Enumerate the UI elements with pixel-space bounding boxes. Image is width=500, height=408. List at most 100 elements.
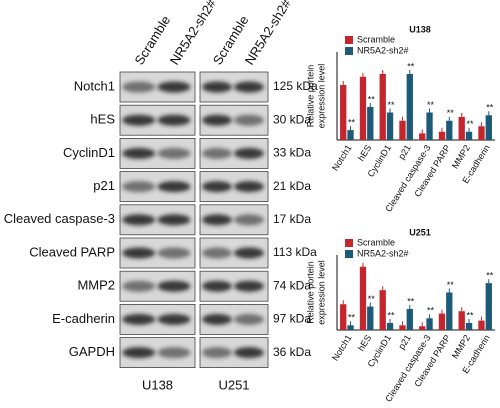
blot-band — [234, 280, 264, 292]
x-tick-label: Notch1 — [330, 143, 354, 172]
bar — [367, 306, 374, 330]
bar — [359, 266, 367, 330]
blot-band — [202, 81, 232, 93]
significance: ** — [486, 271, 494, 281]
cell-line-label: U138 — [142, 377, 173, 392]
blot-band — [122, 214, 156, 226]
blot-band — [122, 81, 156, 93]
blot-band — [234, 147, 264, 159]
size-label: 36 kDa — [273, 345, 311, 359]
legend-swatch — [345, 47, 353, 55]
bar — [406, 308, 413, 330]
column-header: NR5A2-sh2# — [242, 0, 295, 67]
row-label: E-cadherin — [52, 311, 115, 326]
bar — [458, 311, 465, 330]
significance: ** — [427, 306, 435, 316]
blot-band — [202, 313, 232, 325]
blot-band — [234, 214, 264, 226]
blot-band — [157, 81, 191, 93]
legend-label: NR5A2-sh2# — [357, 248, 409, 258]
blot-band — [157, 181, 191, 193]
size-label: 74 kDa — [273, 278, 311, 292]
legend-label: Scramble — [357, 34, 395, 44]
bar — [386, 322, 394, 330]
bar — [399, 325, 406, 330]
significance: ** — [407, 61, 415, 71]
bar — [399, 120, 406, 140]
size-label: 21 kDa — [273, 179, 311, 193]
significance: ** — [388, 310, 396, 320]
x-tick-label: p21 — [396, 333, 412, 351]
significance: ** — [467, 119, 475, 129]
bar — [426, 112, 433, 140]
bar — [458, 116, 465, 140]
bar — [359, 76, 367, 140]
size-label: 33 kDa — [273, 146, 311, 160]
significance: ** — [427, 100, 435, 110]
significance: ** — [368, 294, 376, 304]
significance: ** — [348, 313, 356, 323]
bar-chart: U251 Relative portein expression level Scra… — [305, 227, 495, 404]
bar — [386, 112, 394, 140]
blot-band — [202, 347, 232, 359]
chart-title: U251 — [409, 227, 431, 237]
bar — [478, 126, 485, 140]
significance: ** — [486, 103, 494, 113]
blot-band — [122, 147, 156, 159]
row-label: Notch1 — [74, 78, 115, 93]
size-label: 125 kDa — [273, 79, 318, 93]
bar — [419, 326, 426, 330]
bar — [347, 130, 354, 140]
blot-band — [157, 114, 191, 126]
y-axis-label: expression level — [316, 64, 326, 129]
bar — [426, 318, 433, 330]
legend-swatch — [345, 36, 353, 44]
bar — [340, 304, 347, 330]
bar — [485, 283, 492, 330]
size-label: 17 kDa — [273, 212, 311, 226]
blot-band — [122, 280, 156, 292]
row-label: Cleaved PARP — [29, 244, 115, 259]
bar-chart: U138 Relative portein expression level Scra… — [305, 24, 495, 214]
blot-band — [234, 181, 264, 193]
bar — [438, 131, 446, 140]
bar — [485, 115, 492, 140]
blot-band — [234, 247, 264, 259]
row-label: Cleaved caspase-3 — [4, 211, 115, 226]
bar — [406, 74, 413, 140]
y-axis-label: expression level — [316, 260, 326, 325]
significance: ** — [467, 310, 475, 320]
blot-band — [202, 147, 232, 159]
blot-band — [234, 347, 264, 359]
bar — [367, 107, 374, 140]
x-tick-label: p21 — [396, 143, 412, 161]
significance: ** — [388, 100, 396, 110]
row-label: p21 — [93, 178, 115, 193]
bar — [379, 290, 386, 330]
bar — [379, 74, 386, 140]
blot-band — [234, 114, 264, 126]
chart-title: U138 — [409, 24, 431, 34]
bar — [419, 133, 426, 140]
blot-band — [202, 114, 232, 126]
blot-band — [202, 280, 232, 292]
bar — [446, 120, 453, 140]
legend-label: NR5A2-sh2# — [357, 45, 409, 55]
size-label: 97 kDa — [273, 312, 311, 326]
bar — [465, 131, 473, 140]
legend-label: Scramble — [357, 237, 395, 247]
x-tick-label: hES — [356, 333, 373, 353]
x-tick-label: Notch1 — [330, 333, 354, 362]
blot-band — [122, 313, 156, 325]
x-tick-label: hES — [356, 143, 373, 163]
bar — [478, 320, 485, 330]
bar — [347, 325, 354, 330]
legend-swatch — [345, 250, 353, 258]
row-label: MMP2 — [77, 278, 115, 293]
y-axis-label: Relative portein — [305, 65, 315, 128]
size-label: 30 kDa — [273, 112, 311, 126]
row-label: hES — [90, 112, 115, 127]
blot-band — [157, 313, 191, 325]
significance: ** — [447, 108, 455, 118]
